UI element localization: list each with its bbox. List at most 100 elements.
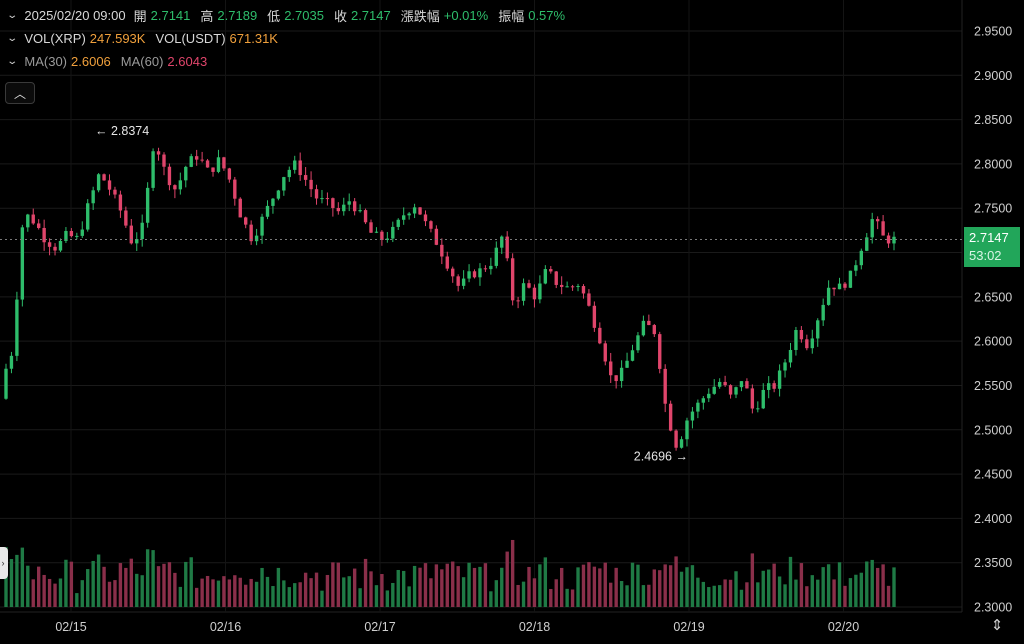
candle-body: [342, 204, 346, 212]
volume-bar: [20, 547, 25, 607]
volume-bar: [363, 558, 368, 607]
volume-bar: [516, 584, 520, 607]
volume-bar: [456, 566, 460, 607]
low-annotation: 2.4696 →: [634, 450, 688, 464]
candle-body: [456, 276, 460, 286]
volume-bar: [249, 578, 253, 607]
volume-bar: [298, 582, 302, 607]
candle-body: [745, 381, 749, 389]
chevron-down-icon[interactable]: ⌄: [6, 55, 19, 67]
y-axis-tick-label: 2.6500: [974, 290, 1012, 304]
datetime: 2025/02/20 09:00: [24, 7, 126, 23]
volume-bar: [859, 572, 864, 607]
volume-bar: [821, 567, 825, 607]
volume-bar: [598, 568, 602, 607]
candle-countdown: 53:02: [969, 248, 1002, 263]
volume-bar: [641, 585, 646, 607]
candle-body: [652, 325, 656, 335]
y-axis-tick-label: 2.5000: [974, 423, 1012, 437]
candle-body: [167, 166, 172, 186]
volume-bar: [603, 562, 607, 607]
candle-body: [118, 194, 123, 211]
candle-body: [64, 230, 68, 241]
candle-body: [837, 283, 842, 290]
y-axis-tick-label: 2.9500: [974, 25, 1012, 39]
candle-body: [500, 236, 504, 248]
candle-body: [875, 219, 880, 222]
volume-bar: [701, 581, 706, 607]
candle-body: [47, 242, 52, 247]
candle-body: [451, 268, 455, 277]
candle-body: [750, 388, 755, 409]
candle-body: [9, 355, 14, 369]
volume-bar: [102, 566, 106, 607]
candle-body: [777, 370, 782, 389]
candle-body: [690, 411, 695, 421]
candle-body: [26, 214, 30, 228]
volume-bar: [358, 588, 362, 607]
candle-body: [723, 381, 727, 386]
candle-body: [625, 360, 629, 368]
candle-body: [303, 175, 308, 180]
collapse-button[interactable]: ︿: [5, 82, 35, 104]
candle-body: [892, 236, 896, 244]
y-axis-tick-label: 2.3500: [974, 556, 1012, 570]
candle-body: [184, 166, 188, 181]
volume-bar: [314, 572, 319, 607]
candle-body: [194, 156, 199, 160]
candle-body: [222, 157, 226, 169]
volume-bar: [434, 564, 439, 607]
volume-bar: [745, 582, 749, 607]
candle-body: [532, 287, 537, 300]
candle-body: [783, 362, 787, 371]
candle-body: [554, 271, 558, 285]
candle-body: [489, 265, 493, 270]
vol-usdt-label: VOL(USDT): [155, 30, 226, 46]
volume-bar: [870, 559, 874, 607]
volume-bar: [53, 583, 57, 607]
volume-bar: [712, 585, 716, 607]
candle-body: [96, 174, 101, 191]
candle-body: [244, 217, 248, 225]
side-panel-handle[interactable]: ›: [0, 547, 8, 579]
volume-bar: [472, 567, 477, 607]
amplitude-label: 振幅: [498, 8, 525, 24]
volume-bar: [554, 579, 558, 607]
volume-bar: [478, 566, 482, 607]
candle-body: [543, 269, 548, 284]
volume-bar: [652, 569, 656, 607]
chevron-down-icon[interactable]: ⌄: [6, 9, 19, 21]
candle-body: [483, 268, 488, 270]
volume-bar: [118, 563, 123, 607]
candle-body: [352, 201, 357, 212]
candle-body: [527, 283, 531, 288]
volume-bar: [31, 579, 35, 607]
volume-bar: [145, 549, 150, 607]
candle-body: [761, 389, 765, 409]
volume-bar: [303, 572, 308, 607]
candle-body: [189, 156, 193, 167]
candle-body: [581, 286, 586, 294]
x-axis-tick-label: 02/20: [828, 620, 859, 634]
vol-usdt-value: 671.31K: [229, 30, 278, 46]
candle-body: [423, 214, 428, 222]
candle-body: [679, 439, 684, 448]
volume-bar: [739, 589, 744, 607]
volume-bar: [113, 580, 117, 607]
vertical-resize-icon[interactable]: ⇕: [990, 617, 1004, 634]
volume-bar: [576, 567, 580, 607]
candle-body: [565, 286, 569, 288]
x-axis-tick-label: 02/18: [519, 620, 550, 634]
ma60-label: MA(60): [120, 53, 164, 69]
y-axis-tick-label: 2.6000: [974, 335, 1012, 349]
volume-bar: [837, 562, 842, 607]
y-axis-tick-label: 2.5500: [974, 379, 1012, 393]
x-axis-tick-label: 02/17: [364, 620, 395, 634]
volume-bar: [200, 578, 204, 607]
candle-body: [614, 375, 618, 382]
candle-body: [374, 231, 379, 233]
volume-bar: [854, 574, 858, 607]
candle-body: [668, 403, 673, 431]
chevron-down-icon[interactable]: ⌄: [6, 32, 19, 44]
